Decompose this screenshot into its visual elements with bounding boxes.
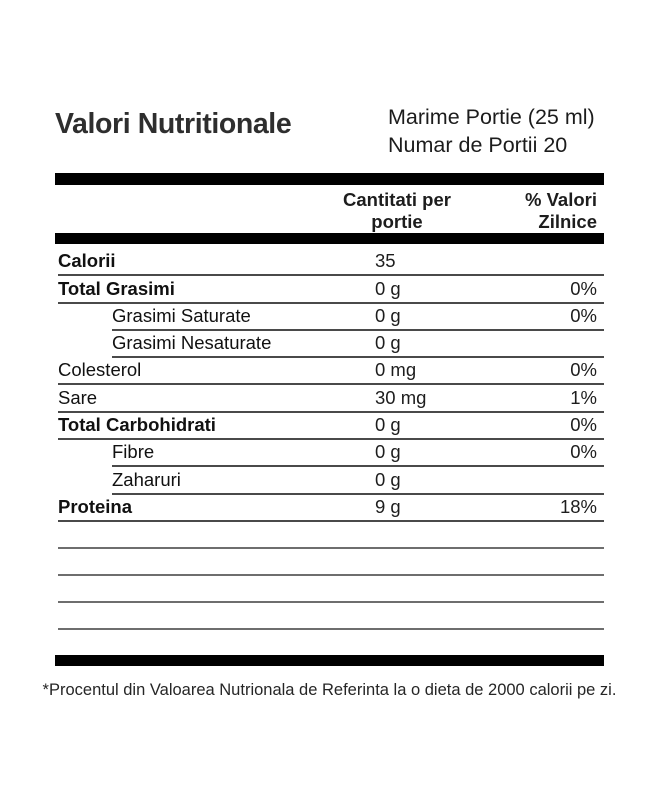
- row-rule: [112, 328, 604, 331]
- row-value: 0 g: [375, 468, 401, 490]
- row-label: Calorii: [58, 250, 116, 272]
- row-label: Zaharuri: [112, 468, 181, 490]
- row-percent: 18%: [559, 495, 597, 517]
- pre-bar-spacer: [55, 630, 604, 655]
- row-rule: [58, 301, 604, 304]
- row-percent: 0%: [570, 277, 597, 299]
- table-row-calorii: Calorii 35: [55, 249, 604, 277]
- bottom-divider-bar: [55, 654, 604, 666]
- nutrition-table: Cantitati per portie % Valori Zilnice Ca…: [55, 173, 604, 666]
- empty-row-rule: [58, 573, 604, 576]
- row-rule: [112, 492, 604, 495]
- row-label: Grasimi Nesaturate: [112, 332, 272, 354]
- table-row-total-grasimi: Total Grasimi 0 g 0%: [55, 276, 604, 304]
- row-percent: 1%: [570, 386, 597, 408]
- percent-header-line2: Zilnice: [538, 210, 597, 232]
- row-value: 35: [375, 250, 396, 272]
- percent-column-header: % Valori Zilnice: [525, 189, 597, 232]
- row-rule: [58, 519, 604, 522]
- empty-row-rule: [58, 546, 604, 549]
- row-rule: [112, 465, 604, 468]
- footnote: *Procentul din Valoarea Nutrionala de Re…: [42, 681, 617, 699]
- page-title: Valori Nutritionale: [55, 108, 292, 140]
- row-value: 0 mg: [375, 359, 417, 381]
- row-value: 0 g: [375, 304, 401, 326]
- empty-row: [55, 522, 604, 549]
- table-row-total-carbohidrati: Total Carbohidrati 0 g 0%: [55, 413, 604, 441]
- row-rule: [58, 274, 604, 277]
- empty-row: [55, 576, 604, 603]
- row-rule: [58, 410, 604, 413]
- row-value: 0 g: [375, 441, 401, 463]
- table-row-grasimi-nesaturate: Grasimi Nesaturate 0 g: [55, 331, 604, 359]
- table-row-zaharuri: Zaharuri 0 g: [55, 467, 604, 495]
- amount-header-line1: Cantitati per: [343, 189, 451, 210]
- amount-column-header: Cantitati per portie: [307, 189, 487, 232]
- amount-header-line2: portie: [371, 210, 423, 232]
- row-label: Grasimi Saturate: [112, 304, 251, 326]
- row-label: Total Carbohidrati: [58, 414, 216, 436]
- servings-per-container: Numar de Portii 20: [388, 132, 568, 157]
- row-percent: 0%: [570, 414, 597, 436]
- table-row-colesterol: Colesterol 0 mg 0%: [55, 358, 604, 386]
- column-headers: Cantitati per portie % Valori Zilnice: [55, 185, 604, 233]
- top-divider-bar: [55, 173, 604, 185]
- table-row-fibre: Fibre 0 g 0%: [55, 440, 604, 468]
- empty-row: [55, 549, 604, 576]
- table-row-grasimi-saturate: Grasimi Saturate 0 g 0%: [55, 304, 604, 331]
- row-label: Sare: [58, 386, 98, 408]
- row-label: Proteina: [58, 495, 133, 517]
- row-label: Total Grasimi: [58, 277, 175, 299]
- table-row-proteina: Proteina 9 g 18%: [55, 495, 604, 522]
- row-percent: 0%: [570, 359, 597, 381]
- row-value: 0 g: [375, 332, 401, 354]
- row-rule: [58, 438, 604, 441]
- row-rule: [58, 383, 604, 386]
- row-value: 0 g: [375, 414, 401, 436]
- row-value: 30 mg: [375, 386, 427, 408]
- row-label: Fibre: [112, 441, 155, 463]
- row-percent: 0%: [570, 441, 597, 463]
- percent-header-line1: % Valori: [525, 189, 597, 210]
- header-divider-bar: [55, 233, 604, 244]
- row-rule: [112, 356, 604, 359]
- table-row-sare: Sare 30 mg 1%: [55, 385, 604, 413]
- empty-row: [55, 603, 604, 630]
- row-label: Colesterol: [58, 359, 142, 381]
- serving-size: Marime Portie (25 ml): [388, 105, 595, 129]
- serving-info: Marime Portie (25 ml) Numar de Portii 20: [388, 104, 595, 159]
- empty-row-rule: [58, 600, 604, 603]
- row-percent: 0%: [570, 304, 597, 326]
- empty-row-rule: [58, 627, 604, 630]
- row-value: 0 g: [375, 277, 401, 299]
- row-value: 9 g: [375, 495, 401, 517]
